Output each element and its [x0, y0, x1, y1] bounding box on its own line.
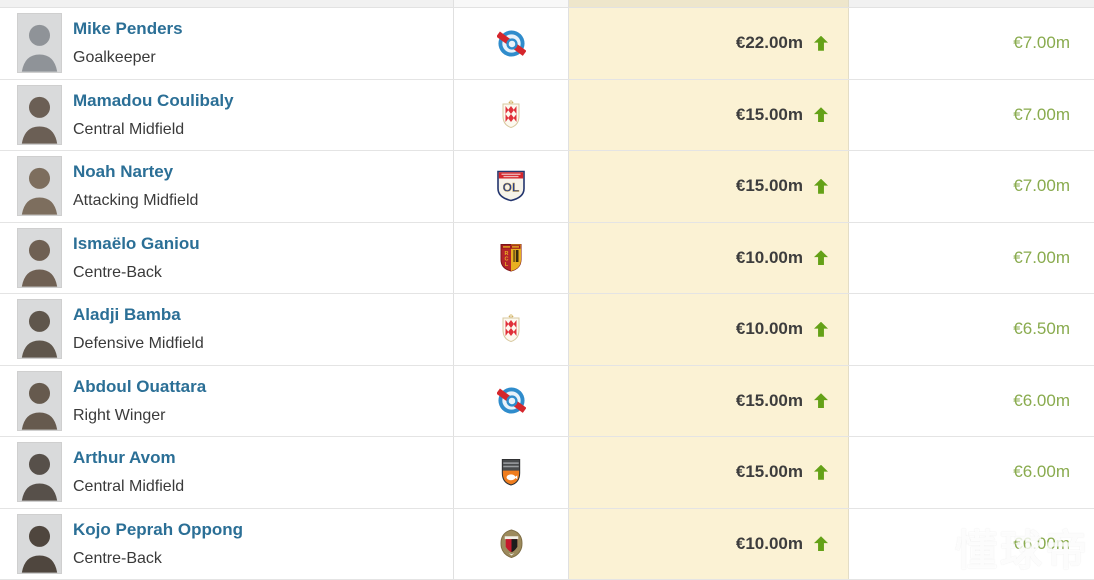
previous-value-cell: €6.50m: [849, 294, 1094, 365]
player-name-link[interactable]: Abdoul Ouattara: [73, 376, 207, 396]
club-cell: [454, 294, 569, 365]
player-cell: Aladji Bamba Defensive Midfield: [0, 294, 454, 365]
player-name-link[interactable]: Aladji Bamba: [73, 305, 181, 325]
trend-up-icon: [814, 393, 828, 409]
market-value: €22.00m: [735, 33, 803, 53]
market-value: €15.00m: [735, 390, 803, 410]
market-value-cell: €10.00m: [569, 508, 849, 579]
player-photo[interactable]: [17, 370, 62, 431]
trend-up-icon: [814, 250, 828, 266]
player-position: Centre-Back: [73, 263, 162, 281]
previous-value: €6.00m: [1013, 462, 1070, 482]
table-row: Kojo Peprah Oppong Centre-Back €10.00m €…: [0, 508, 1094, 580]
market-value-cell: €15.00m: [569, 437, 849, 508]
trend-up-icon: [814, 321, 828, 337]
player-photo[interactable]: [17, 442, 62, 503]
trend-up-icon: [814, 464, 828, 480]
player-position: Central Midfield: [73, 478, 185, 496]
player-name-link[interactable]: Mike Penders: [73, 19, 183, 39]
player-photo[interactable]: [17, 227, 62, 288]
club-cell: [454, 151, 569, 222]
player-photo[interactable]: [17, 156, 62, 217]
player-photo[interactable]: [17, 299, 62, 360]
club-cell: [454, 437, 569, 508]
player-cell: Ismaëlo Ganiou Centre-Back: [0, 222, 454, 293]
previous-value-cell: €7.00m: [849, 223, 1094, 294]
player-name-link[interactable]: Noah Nartey: [73, 162, 174, 182]
previous-value-cell: €7.00m: [849, 8, 1094, 79]
market-value: €10.00m: [735, 247, 803, 267]
table-row: Aladji Bamba Defensive Midfield €10.00m …: [0, 294, 1094, 366]
fc-lorient-crest-icon[interactable]: [500, 458, 522, 487]
player-name-link[interactable]: Mamadou Coulibaly: [73, 90, 234, 110]
player-name-link[interactable]: Ismaëlo Ganiou: [73, 233, 200, 253]
market-value-cell: €15.00m: [569, 79, 849, 150]
table-row: Mike Penders Goalkeeper €22.00m €7.00m: [0, 8, 1094, 80]
trend-up-icon: [814, 35, 828, 51]
player-position: Centre-Back: [73, 549, 162, 567]
market-value: €10.00m: [735, 533, 803, 553]
club-cell: [454, 79, 569, 150]
table-row: Ismaëlo Ganiou Centre-Back €10.00m €7.00…: [0, 222, 1094, 294]
previous-value: €7.00m: [1013, 247, 1070, 267]
previous-value-cell: €7.00m: [849, 80, 1094, 151]
table-row: Abdoul Ouattara Right Winger €15.00m €6.…: [0, 365, 1094, 437]
previous-row-partial: [0, 0, 1094, 8]
market-value: €15.00m: [735, 176, 803, 196]
market-value: €10.00m: [735, 319, 803, 339]
club-cell: [454, 365, 569, 436]
trend-up-icon: [814, 107, 828, 123]
player-photo[interactable]: [17, 513, 62, 574]
market-value-cell: €10.00m: [569, 294, 849, 365]
player-position: Goalkeeper: [73, 49, 156, 67]
rc-lens-crest-icon[interactable]: [499, 243, 523, 273]
club-cell: [454, 508, 569, 579]
market-value-cell: €22.00m: [569, 8, 849, 79]
rc-strasbourg-crest-icon[interactable]: [496, 29, 526, 58]
previous-value: €6.00m: [1013, 533, 1070, 553]
table-row: Arthur Avom Central Midfield €15.00m €6.…: [0, 437, 1094, 509]
trend-up-icon: [814, 536, 828, 552]
olympique-lyon-crest-icon[interactable]: [496, 170, 526, 202]
previous-value: €7.00m: [1013, 176, 1070, 196]
previous-value-cell: €6.00m: [849, 437, 1094, 508]
previous-value: €7.00m: [1013, 104, 1070, 124]
previous-value: €7.00m: [1013, 33, 1070, 53]
as-monaco-crest-icon[interactable]: [499, 314, 523, 344]
player-cell: Arthur Avom Central Midfield: [0, 437, 454, 508]
rc-strasbourg-crest-icon[interactable]: [496, 386, 526, 415]
player-photo[interactable]: [17, 84, 62, 145]
market-value-cell: €15.00m: [569, 151, 849, 222]
player-cell: Mike Penders Goalkeeper: [0, 8, 454, 79]
player-position: Attacking Midfield: [73, 192, 199, 210]
player-position: Right Winger: [73, 406, 166, 424]
previous-value: €6.50m: [1013, 319, 1070, 339]
market-value-cell: €15.00m: [569, 365, 849, 436]
club-cell: [454, 222, 569, 293]
club-cell: [454, 8, 569, 79]
player-cell: Noah Nartey Attacking Midfield: [0, 151, 454, 222]
player-position: Central Midfield: [73, 120, 185, 138]
market-value: €15.00m: [735, 104, 803, 124]
table-row: Noah Nartey Attacking Midfield €15.00m €…: [0, 151, 1094, 223]
market-value-cell: €10.00m: [569, 222, 849, 293]
as-monaco-crest-icon[interactable]: [499, 99, 523, 130]
market-value: €15.00m: [735, 462, 803, 482]
player-name-link[interactable]: Kojo Peprah Oppong: [73, 519, 243, 539]
player-position: Defensive Midfield: [73, 335, 204, 353]
previous-value-cell: €6.00m: [849, 366, 1094, 437]
player-cell: Kojo Peprah Oppong Centre-Back: [0, 508, 454, 579]
player-cell: Abdoul Ouattara Right Winger: [0, 365, 454, 436]
previous-value: €6.00m: [1013, 390, 1070, 410]
player-photo[interactable]: [17, 13, 62, 74]
previous-value-cell: €7.00m: [849, 151, 1094, 222]
table-row: Mamadou Coulibaly Central Midfield €15.0…: [0, 79, 1094, 151]
ogc-nice-crest-icon[interactable]: [498, 529, 525, 559]
previous-value-cell: €6.00m: [849, 509, 1094, 580]
player-cell: Mamadou Coulibaly Central Midfield: [0, 79, 454, 150]
trend-up-icon: [814, 178, 828, 194]
player-name-link[interactable]: Arthur Avom: [73, 448, 176, 468]
